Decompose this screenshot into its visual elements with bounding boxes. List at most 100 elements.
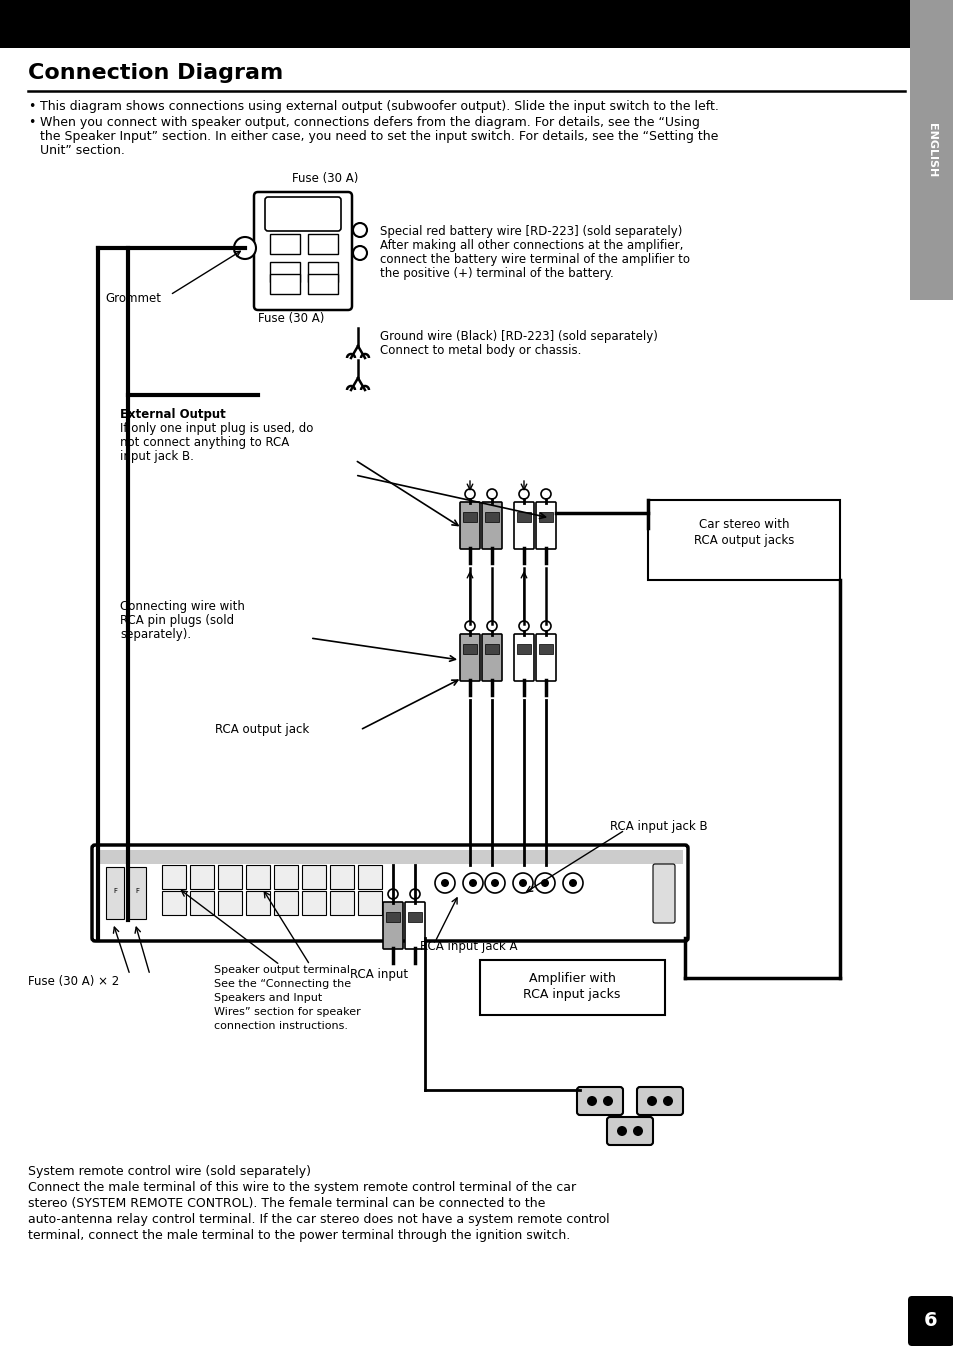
Text: System remote control wire (sold separately): System remote control wire (sold separat… — [28, 1165, 311, 1177]
FancyBboxPatch shape — [218, 864, 242, 889]
FancyBboxPatch shape — [382, 902, 402, 948]
Circle shape — [562, 873, 582, 893]
Text: Wires” section for speaker: Wires” section for speaker — [213, 1007, 360, 1018]
FancyBboxPatch shape — [514, 501, 534, 549]
Circle shape — [646, 1096, 657, 1106]
FancyBboxPatch shape — [386, 912, 399, 921]
FancyBboxPatch shape — [357, 892, 381, 915]
FancyBboxPatch shape — [162, 892, 186, 915]
Circle shape — [491, 879, 498, 888]
Circle shape — [540, 621, 551, 631]
Text: If only one input plug is used, do: If only one input plug is used, do — [120, 421, 313, 435]
FancyBboxPatch shape — [408, 912, 421, 921]
FancyBboxPatch shape — [97, 850, 682, 864]
Circle shape — [484, 873, 504, 893]
Text: RCA output jack: RCA output jack — [214, 724, 309, 736]
FancyBboxPatch shape — [270, 234, 299, 253]
FancyBboxPatch shape — [265, 196, 340, 230]
FancyBboxPatch shape — [517, 512, 531, 522]
FancyBboxPatch shape — [270, 262, 299, 282]
FancyBboxPatch shape — [652, 864, 675, 923]
Circle shape — [440, 879, 449, 888]
Circle shape — [435, 873, 455, 893]
FancyBboxPatch shape — [606, 1117, 652, 1145]
Circle shape — [540, 489, 551, 499]
FancyBboxPatch shape — [909, 0, 953, 299]
Circle shape — [462, 873, 482, 893]
Text: F: F — [112, 888, 117, 894]
Text: After making all other connections at the amplifier,: After making all other connections at th… — [379, 238, 682, 252]
FancyBboxPatch shape — [481, 634, 501, 682]
Circle shape — [540, 879, 548, 888]
Text: F: F — [135, 888, 139, 894]
Circle shape — [464, 489, 475, 499]
Text: Fuse (30 A): Fuse (30 A) — [257, 312, 324, 325]
Text: the Speaker Input” section. In either case, you need to set the input switch. Fo: the Speaker Input” section. In either ca… — [40, 130, 718, 144]
FancyBboxPatch shape — [637, 1087, 682, 1115]
FancyBboxPatch shape — [405, 902, 424, 948]
Circle shape — [568, 879, 577, 888]
Text: •: • — [28, 100, 35, 112]
Text: Connection Diagram: Connection Diagram — [28, 62, 283, 83]
FancyBboxPatch shape — [330, 864, 354, 889]
FancyBboxPatch shape — [190, 864, 213, 889]
FancyBboxPatch shape — [536, 634, 556, 682]
FancyBboxPatch shape — [459, 634, 479, 682]
Circle shape — [513, 873, 533, 893]
FancyBboxPatch shape — [538, 644, 553, 654]
FancyBboxPatch shape — [577, 1087, 622, 1115]
FancyBboxPatch shape — [481, 501, 501, 549]
Text: not connect anything to RCA: not connect anything to RCA — [120, 436, 289, 449]
FancyBboxPatch shape — [330, 892, 354, 915]
Text: RCA input: RCA input — [350, 967, 408, 981]
FancyBboxPatch shape — [274, 892, 297, 915]
FancyBboxPatch shape — [253, 192, 352, 310]
Circle shape — [233, 237, 255, 259]
FancyBboxPatch shape — [302, 864, 326, 889]
Text: Connect the male terminal of this wire to the system remote control terminal of : Connect the male terminal of this wire t… — [28, 1182, 576, 1194]
FancyBboxPatch shape — [479, 959, 664, 1015]
Text: Special red battery wire [RD-223] (sold separately): Special red battery wire [RD-223] (sold … — [379, 225, 681, 238]
Text: connect the battery wire terminal of the amplifier to: connect the battery wire terminal of the… — [379, 253, 689, 266]
FancyBboxPatch shape — [907, 1295, 953, 1346]
Text: RCA output jacks: RCA output jacks — [693, 534, 793, 547]
Text: input jack B.: input jack B. — [120, 450, 193, 463]
Text: See the “Connecting the: See the “Connecting the — [213, 980, 351, 989]
Text: ENGLISH: ENGLISH — [926, 123, 936, 178]
FancyBboxPatch shape — [308, 274, 337, 294]
Text: Car stereo with: Car stereo with — [698, 518, 788, 531]
Text: terminal, connect the male terminal to the power terminal through the ignition s: terminal, connect the male terminal to t… — [28, 1229, 570, 1243]
Text: Ground wire (Black) [RD-223] (sold separately): Ground wire (Black) [RD-223] (sold separ… — [379, 331, 658, 343]
Circle shape — [410, 889, 419, 898]
Circle shape — [633, 1126, 642, 1135]
FancyBboxPatch shape — [514, 634, 534, 682]
Text: Speaker output terminal: Speaker output terminal — [213, 965, 350, 976]
FancyBboxPatch shape — [538, 512, 553, 522]
Circle shape — [464, 621, 475, 631]
Circle shape — [353, 247, 367, 260]
Circle shape — [617, 1126, 626, 1135]
FancyBboxPatch shape — [484, 644, 498, 654]
Circle shape — [586, 1096, 597, 1106]
Circle shape — [388, 889, 397, 898]
Text: auto-antenna relay control terminal. If the car stereo does not have a system re: auto-antenna relay control terminal. If … — [28, 1213, 609, 1226]
Circle shape — [486, 621, 497, 631]
FancyBboxPatch shape — [357, 864, 381, 889]
FancyBboxPatch shape — [270, 274, 299, 294]
Circle shape — [469, 879, 476, 888]
FancyBboxPatch shape — [91, 846, 687, 940]
FancyBboxPatch shape — [302, 892, 326, 915]
Circle shape — [486, 489, 497, 499]
FancyBboxPatch shape — [218, 892, 242, 915]
Text: This diagram shows connections using external output (subwoofer output). Slide t: This diagram shows connections using ext… — [40, 100, 719, 112]
Text: When you connect with speaker output, connections defers from the diagram. For d: When you connect with speaker output, co… — [40, 117, 700, 129]
Text: Unit” section.: Unit” section. — [40, 144, 125, 157]
FancyBboxPatch shape — [536, 501, 556, 549]
Circle shape — [662, 1096, 672, 1106]
Text: RCA pin plugs (sold: RCA pin plugs (sold — [120, 614, 233, 627]
Circle shape — [602, 1096, 613, 1106]
FancyBboxPatch shape — [308, 262, 337, 282]
Text: RCA input jacks: RCA input jacks — [523, 988, 620, 1001]
Circle shape — [518, 879, 526, 888]
Text: External Output: External Output — [120, 408, 226, 421]
